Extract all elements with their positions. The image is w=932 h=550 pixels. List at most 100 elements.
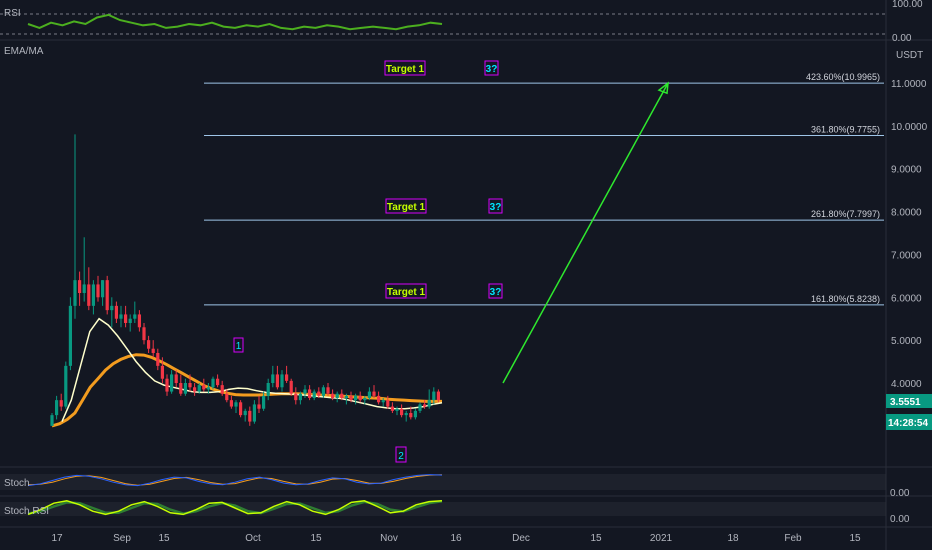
fib-level-label: 261.80%(7.7997)	[811, 209, 880, 219]
fib-level-label: 361.80%(9.7755)	[811, 124, 880, 134]
candle-body	[174, 374, 178, 383]
wave-annotation[interactable]: 3?	[488, 198, 503, 214]
candle-body	[344, 395, 348, 398]
candle-body	[243, 410, 247, 416]
candle-body	[331, 393, 335, 398]
time-tick: 15	[158, 533, 170, 544]
wave-box	[484, 60, 499, 76]
target-annotation[interactable]: Target 1	[385, 283, 427, 299]
candle-body	[280, 374, 284, 388]
stoch-rsi-band	[0, 502, 886, 516]
wave-1-box	[233, 337, 244, 353]
stoch-axis: 0.00	[890, 488, 910, 499]
candle-body	[298, 393, 302, 401]
candle-body	[124, 314, 128, 323]
candle-body	[413, 410, 417, 418]
price-tick: 5.0000	[891, 336, 922, 347]
time-tick: 15	[310, 533, 322, 544]
candle-body	[170, 374, 174, 392]
candle-body	[73, 280, 77, 306]
time-tick: Dec	[512, 533, 530, 544]
candle-body	[220, 385, 224, 394]
time-tick: Feb	[784, 533, 802, 544]
wave-annotation[interactable]: 3?	[484, 60, 499, 76]
wave-2-annotation[interactable]: 2	[395, 446, 407, 463]
wave-2-label: 2	[398, 451, 404, 462]
candle-body	[234, 402, 238, 407]
wave-1-annotation[interactable]: 1	[233, 337, 244, 353]
time-tick: 15	[590, 533, 602, 544]
wave-2-box	[395, 446, 407, 463]
candle-body	[275, 374, 279, 388]
time-tick: 17	[51, 533, 63, 544]
stoch-band	[0, 474, 886, 490]
candle-body	[128, 318, 132, 323]
candle-body	[257, 404, 261, 409]
candle-body	[248, 410, 252, 422]
wave-1-label: 1	[236, 341, 242, 352]
projection-arrowhead	[657, 81, 669, 95]
candle-body	[119, 314, 123, 319]
target-annotation[interactable]: Target 1	[384, 60, 426, 76]
fib-level-label: 161.80%(5.8238)	[811, 294, 880, 304]
stoch-rsi-axis: 0.00	[890, 514, 910, 525]
price-axis[interactable]: 100.00 0.00 USDT 11.0000 10.0000 9.0000 8.0…	[886, 0, 932, 525]
fib-level-label: 423.60%(10.9965)	[806, 72, 880, 82]
fibonacci-extension[interactable]: 423.60%(10.9965) 361.80%(9.7755) 261.80%(7…	[204, 72, 884, 306]
candle-body	[68, 305, 72, 366]
time-tick: Nov	[380, 533, 398, 544]
rsi-label: RSI	[4, 8, 21, 19]
candle-body	[386, 400, 390, 407]
candle-body	[96, 284, 100, 298]
candle-body	[87, 284, 91, 306]
rsi-pane[interactable]: RSI	[0, 8, 886, 35]
stoch-label: Stoch	[4, 478, 30, 489]
candle-body	[377, 395, 381, 403]
current-price-badge	[886, 394, 932, 408]
stoch-rsi-k-line	[27, 500, 443, 516]
candle-body	[197, 385, 201, 392]
candle-body	[436, 391, 440, 401]
countdown-badge	[886, 414, 932, 430]
projection-arrow[interactable]	[502, 82, 669, 384]
stoch-rsi-label: Stoch RSI	[4, 506, 49, 517]
candle-body	[211, 378, 215, 388]
time-axis[interactable]: 17 Sep 15 Oct 15 Nov 16 Dec 15 2021 18 Feb 15	[51, 533, 861, 544]
candle-body	[225, 393, 229, 401]
price-axis-ticks: 11.0000 10.0000 9.0000 8.0000 7.0000 6.0000 5.…	[891, 79, 928, 390]
target-box	[384, 60, 426, 76]
candle-body	[308, 389, 312, 398]
candle-body	[418, 404, 422, 411]
candle-body	[423, 404, 427, 407]
candle-body	[303, 389, 307, 394]
current-price: 3.5551	[890, 397, 921, 408]
candle-body	[147, 340, 151, 349]
candle-body	[427, 400, 431, 407]
candle-body	[266, 383, 270, 396]
candle-body	[372, 391, 376, 396]
stoch-pane[interactable]: Stoch	[0, 474, 886, 490]
wave-box	[488, 198, 503, 214]
candle-body	[409, 413, 413, 418]
candle-body	[381, 400, 385, 403]
stoch-rsi-pane[interactable]: Stoch RSI	[0, 500, 886, 517]
candle-body	[110, 305, 114, 311]
price-tick: 9.0000	[891, 165, 922, 176]
ema-fast-line	[61, 317, 443, 422]
candle-body	[82, 284, 86, 293]
price-tick: 10.0000	[891, 122, 928, 133]
price-tick: 6.0000	[891, 293, 922, 304]
candle-body	[262, 395, 266, 409]
candle-body	[294, 393, 298, 401]
target-box	[385, 283, 427, 299]
candle-body	[349, 395, 353, 401]
candle-body	[239, 402, 243, 416]
candle-body	[59, 400, 63, 407]
wave-annotation[interactable]: 3?	[488, 283, 503, 299]
target-annotation[interactable]: Target 1	[385, 198, 427, 214]
candlestick-series[interactable]	[50, 134, 440, 426]
candle-body	[105, 280, 109, 311]
candle-body	[91, 284, 95, 306]
candle-body	[101, 280, 105, 298]
